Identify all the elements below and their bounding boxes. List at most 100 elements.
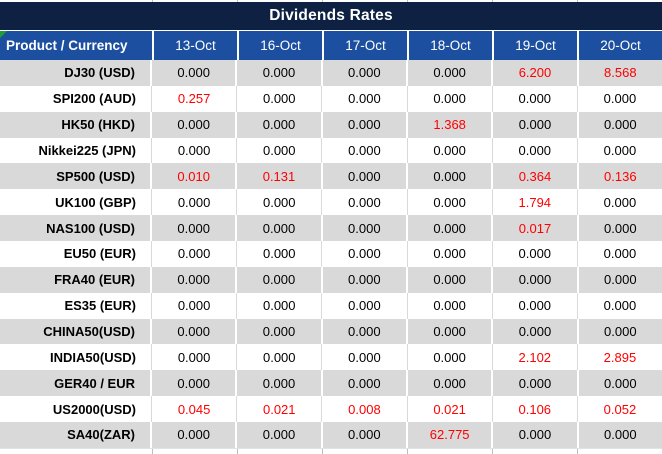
value-cell[interactable]: 0.136: [579, 163, 662, 189]
value-cell[interactable]: 0.000: [237, 293, 322, 319]
value-cell[interactable]: 0.000: [322, 138, 407, 164]
value-cell[interactable]: 0.000: [408, 86, 493, 112]
column-header-19-oct[interactable]: 19-Oct: [492, 31, 577, 60]
column-header-20-oct[interactable]: 20-Oct: [577, 31, 662, 60]
value-cell[interactable]: 0.000: [493, 241, 578, 267]
value-cell[interactable]: 0.000: [408, 370, 493, 396]
value-cell[interactable]: 0.000: [408, 241, 493, 267]
value-cell[interactable]: 0.364: [493, 163, 578, 189]
value-cell[interactable]: 2.102: [493, 344, 578, 370]
value-cell[interactable]: 0.045: [152, 396, 237, 422]
value-cell[interactable]: 0.000: [493, 112, 578, 138]
value-cell[interactable]: 0.000: [408, 60, 493, 86]
value-cell[interactable]: 0.000: [237, 112, 322, 138]
value-cell[interactable]: 0.000: [493, 319, 578, 345]
value-cell[interactable]: 0.000: [323, 267, 408, 293]
value-cell[interactable]: 0.000: [579, 267, 662, 293]
value-cell[interactable]: 0.000: [237, 422, 322, 448]
value-cell[interactable]: 0.000: [237, 241, 322, 267]
value-cell[interactable]: 0.000: [579, 319, 662, 345]
value-cell[interactable]: 0.000: [237, 370, 322, 396]
value-cell[interactable]: 0.131: [237, 163, 322, 189]
value-cell[interactable]: 0.000: [579, 112, 662, 138]
value-cell[interactable]: 0.000: [322, 189, 407, 215]
row-label[interactable]: ES35 (EUR): [0, 293, 152, 319]
row-label[interactable]: NAS100 (USD): [0, 215, 152, 241]
value-cell[interactable]: 0.000: [322, 241, 407, 267]
value-cell[interactable]: 0.000: [237, 138, 322, 164]
value-cell[interactable]: 0.000: [578, 293, 662, 319]
value-cell[interactable]: 2.895: [578, 344, 662, 370]
value-cell[interactable]: 0.000: [152, 215, 237, 241]
value-cell[interactable]: 0.000: [237, 215, 322, 241]
value-cell[interactable]: 0.000: [152, 267, 237, 293]
value-cell[interactable]: 0.000: [408, 189, 493, 215]
value-cell[interactable]: 0.000: [152, 112, 237, 138]
value-cell[interactable]: 0.000: [323, 60, 408, 86]
value-cell[interactable]: 0.106: [493, 396, 578, 422]
value-cell[interactable]: 0.000: [237, 86, 322, 112]
value-cell[interactable]: 0.000: [408, 138, 493, 164]
value-cell[interactable]: 0.000: [408, 163, 493, 189]
value-cell[interactable]: 0.000: [579, 370, 662, 396]
value-cell[interactable]: 0.021: [408, 396, 493, 422]
value-cell[interactable]: 0.000: [322, 344, 407, 370]
value-cell[interactable]: 0.000: [152, 370, 237, 396]
row-label[interactable]: FRA40 (EUR): [0, 267, 152, 293]
value-cell[interactable]: 0.000: [237, 60, 322, 86]
value-cell[interactable]: 0.257: [152, 86, 237, 112]
row-label[interactable]: DJ30 (USD): [0, 60, 152, 86]
value-cell[interactable]: 62.775: [408, 422, 493, 448]
value-cell[interactable]: 0.000: [579, 422, 662, 448]
value-cell[interactable]: 0.000: [493, 422, 578, 448]
value-cell[interactable]: 0.000: [493, 138, 578, 164]
column-header-16-oct[interactable]: 16-Oct: [237, 31, 322, 60]
value-cell[interactable]: 0.000: [237, 344, 322, 370]
row-label[interactable]: SPI200 (AUD): [0, 86, 152, 112]
value-cell[interactable]: 0.000: [323, 163, 408, 189]
value-cell[interactable]: 0.000: [578, 241, 662, 267]
value-cell[interactable]: 0.000: [152, 319, 237, 345]
value-cell[interactable]: 0.017: [493, 215, 578, 241]
value-cell[interactable]: 0.000: [578, 138, 662, 164]
value-cell[interactable]: 0.000: [237, 189, 322, 215]
value-cell[interactable]: 0.000: [152, 189, 237, 215]
column-header-17-oct[interactable]: 17-Oct: [322, 31, 407, 60]
row-label[interactable]: UK100 (GBP): [0, 189, 152, 215]
value-cell[interactable]: 0.000: [408, 319, 493, 345]
value-cell[interactable]: 0.000: [578, 86, 662, 112]
row-label[interactable]: INDIA50(USD): [0, 344, 152, 370]
value-cell[interactable]: 1.794: [493, 189, 578, 215]
value-cell[interactable]: 0.000: [493, 86, 578, 112]
value-cell[interactable]: 0.000: [323, 370, 408, 396]
column-header-13-oct[interactable]: 13-Oct: [152, 31, 237, 60]
row-label[interactable]: HK50 (HKD): [0, 112, 152, 138]
row-label[interactable]: Nikkei225 (JPN): [0, 138, 152, 164]
value-cell[interactable]: 0.000: [493, 370, 578, 396]
corner-header-cell[interactable]: Product / Currency: [0, 31, 152, 60]
value-cell[interactable]: 0.000: [323, 112, 408, 138]
value-cell[interactable]: 0.021: [237, 396, 322, 422]
value-cell[interactable]: 0.000: [322, 293, 407, 319]
value-cell[interactable]: 0.000: [237, 319, 322, 345]
value-cell[interactable]: 8.568: [579, 60, 662, 86]
value-cell[interactable]: 0.000: [323, 422, 408, 448]
row-label[interactable]: EU50 (EUR): [0, 241, 152, 267]
value-cell[interactable]: 0.000: [152, 138, 237, 164]
value-cell[interactable]: 0.010: [152, 163, 237, 189]
value-cell[interactable]: 0.000: [408, 293, 493, 319]
value-cell[interactable]: 0.000: [237, 267, 322, 293]
value-cell[interactable]: 6.200: [493, 60, 578, 86]
value-cell[interactable]: 0.000: [152, 60, 237, 86]
row-label[interactable]: CHINA50(USD): [0, 319, 152, 345]
value-cell[interactable]: 0.000: [152, 422, 237, 448]
value-cell[interactable]: 0.000: [322, 86, 407, 112]
value-cell[interactable]: 0.000: [579, 215, 662, 241]
column-header-18-oct[interactable]: 18-Oct: [407, 31, 492, 60]
value-cell[interactable]: 0.000: [408, 267, 493, 293]
value-cell[interactable]: 1.368: [408, 112, 493, 138]
value-cell[interactable]: 0.008: [322, 396, 407, 422]
value-cell[interactable]: 0.052: [578, 396, 662, 422]
value-cell[interactable]: 0.000: [578, 189, 662, 215]
row-label[interactable]: SA40(ZAR): [0, 422, 152, 448]
